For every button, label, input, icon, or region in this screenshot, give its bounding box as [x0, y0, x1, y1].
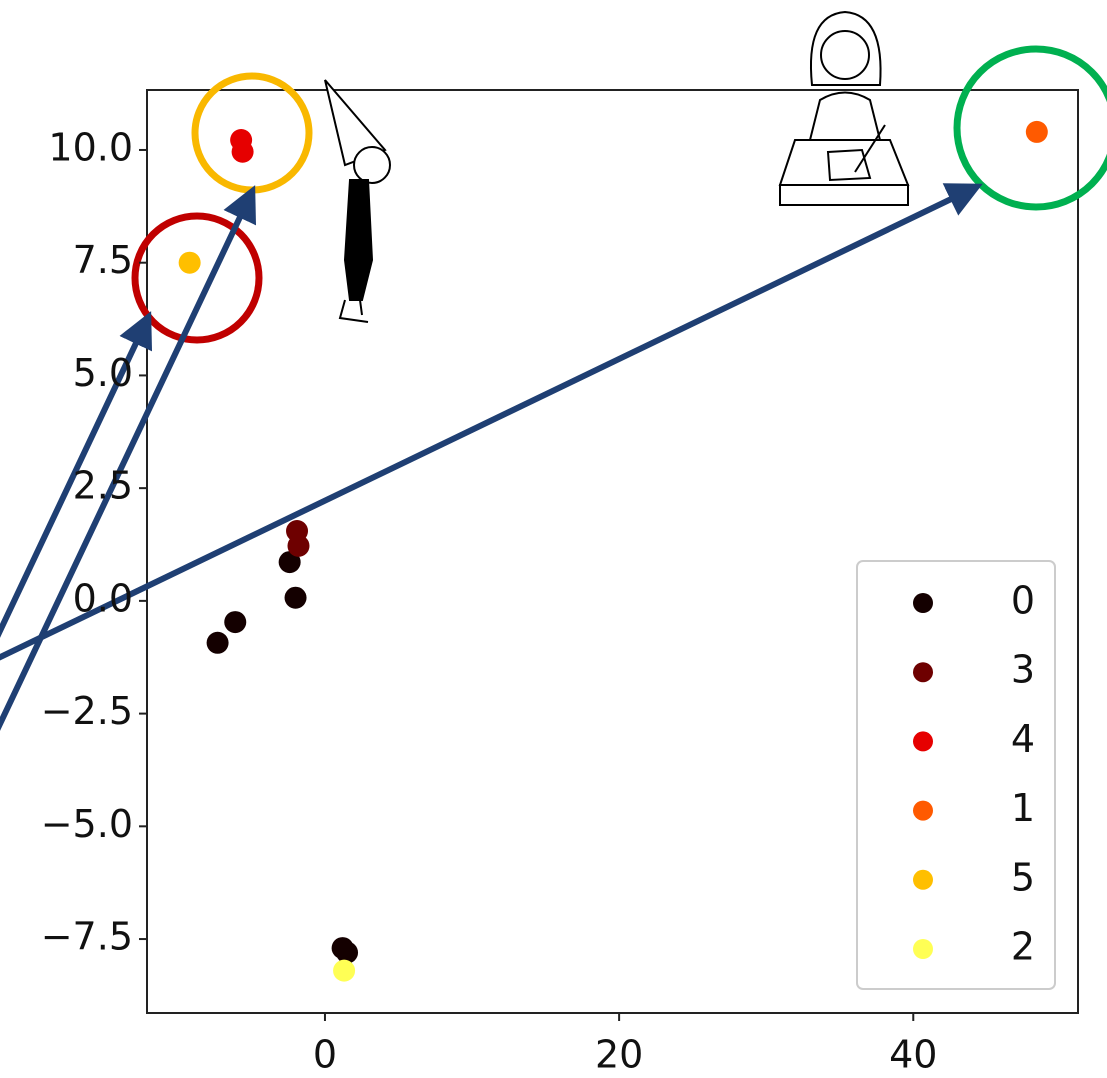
x-tick-label: 40 — [889, 1033, 937, 1077]
highlight-circle — [135, 216, 259, 340]
y-tick-label: −7.5 — [41, 915, 133, 959]
y-tick-label: −2.5 — [41, 689, 133, 733]
legend-label: 5 — [1011, 855, 1035, 899]
legend-marker — [913, 593, 933, 613]
legend-marker — [913, 870, 933, 890]
legend-marker — [913, 939, 933, 959]
legend-label: 3 — [1011, 648, 1035, 692]
legend-marker — [913, 731, 933, 751]
legend-marker — [913, 801, 933, 821]
y-tick-label: 10.0 — [48, 125, 133, 169]
legend: 0 3 4 1 5 2 — [857, 561, 1055, 989]
legend-label: 4 — [1011, 717, 1035, 761]
highlight-circle — [195, 76, 309, 190]
point — [287, 535, 309, 557]
y-tick-label: 5.0 — [73, 351, 133, 395]
arrow — [0, 189, 972, 662]
legend-marker — [913, 662, 933, 682]
legend-label: 1 — [1011, 786, 1035, 830]
y-tick-label: 7.5 — [73, 238, 133, 282]
chart: 0 3 4 1 5 2 −7.5 −5.0 −2.5 0.0 2.5 5.0 7.5 10.0 0 20 40 — [0, 0, 1107, 1078]
dunce-illustration — [325, 80, 390, 322]
point — [224, 611, 246, 633]
point — [232, 141, 254, 163]
x-tick-label: 0 — [313, 1033, 337, 1077]
point — [333, 960, 355, 982]
point — [285, 587, 307, 609]
point — [207, 632, 229, 654]
student-illustration — [780, 12, 908, 205]
point — [179, 252, 201, 274]
y-tick-label: −5.0 — [41, 802, 133, 846]
legend-label: 2 — [1011, 925, 1035, 969]
y-tick-label: 2.5 — [73, 464, 133, 508]
legend-label: 0 — [1011, 579, 1035, 623]
y-tick-label: 0.0 — [73, 576, 133, 620]
point — [1026, 121, 1048, 143]
x-tick-label: 20 — [595, 1033, 643, 1077]
